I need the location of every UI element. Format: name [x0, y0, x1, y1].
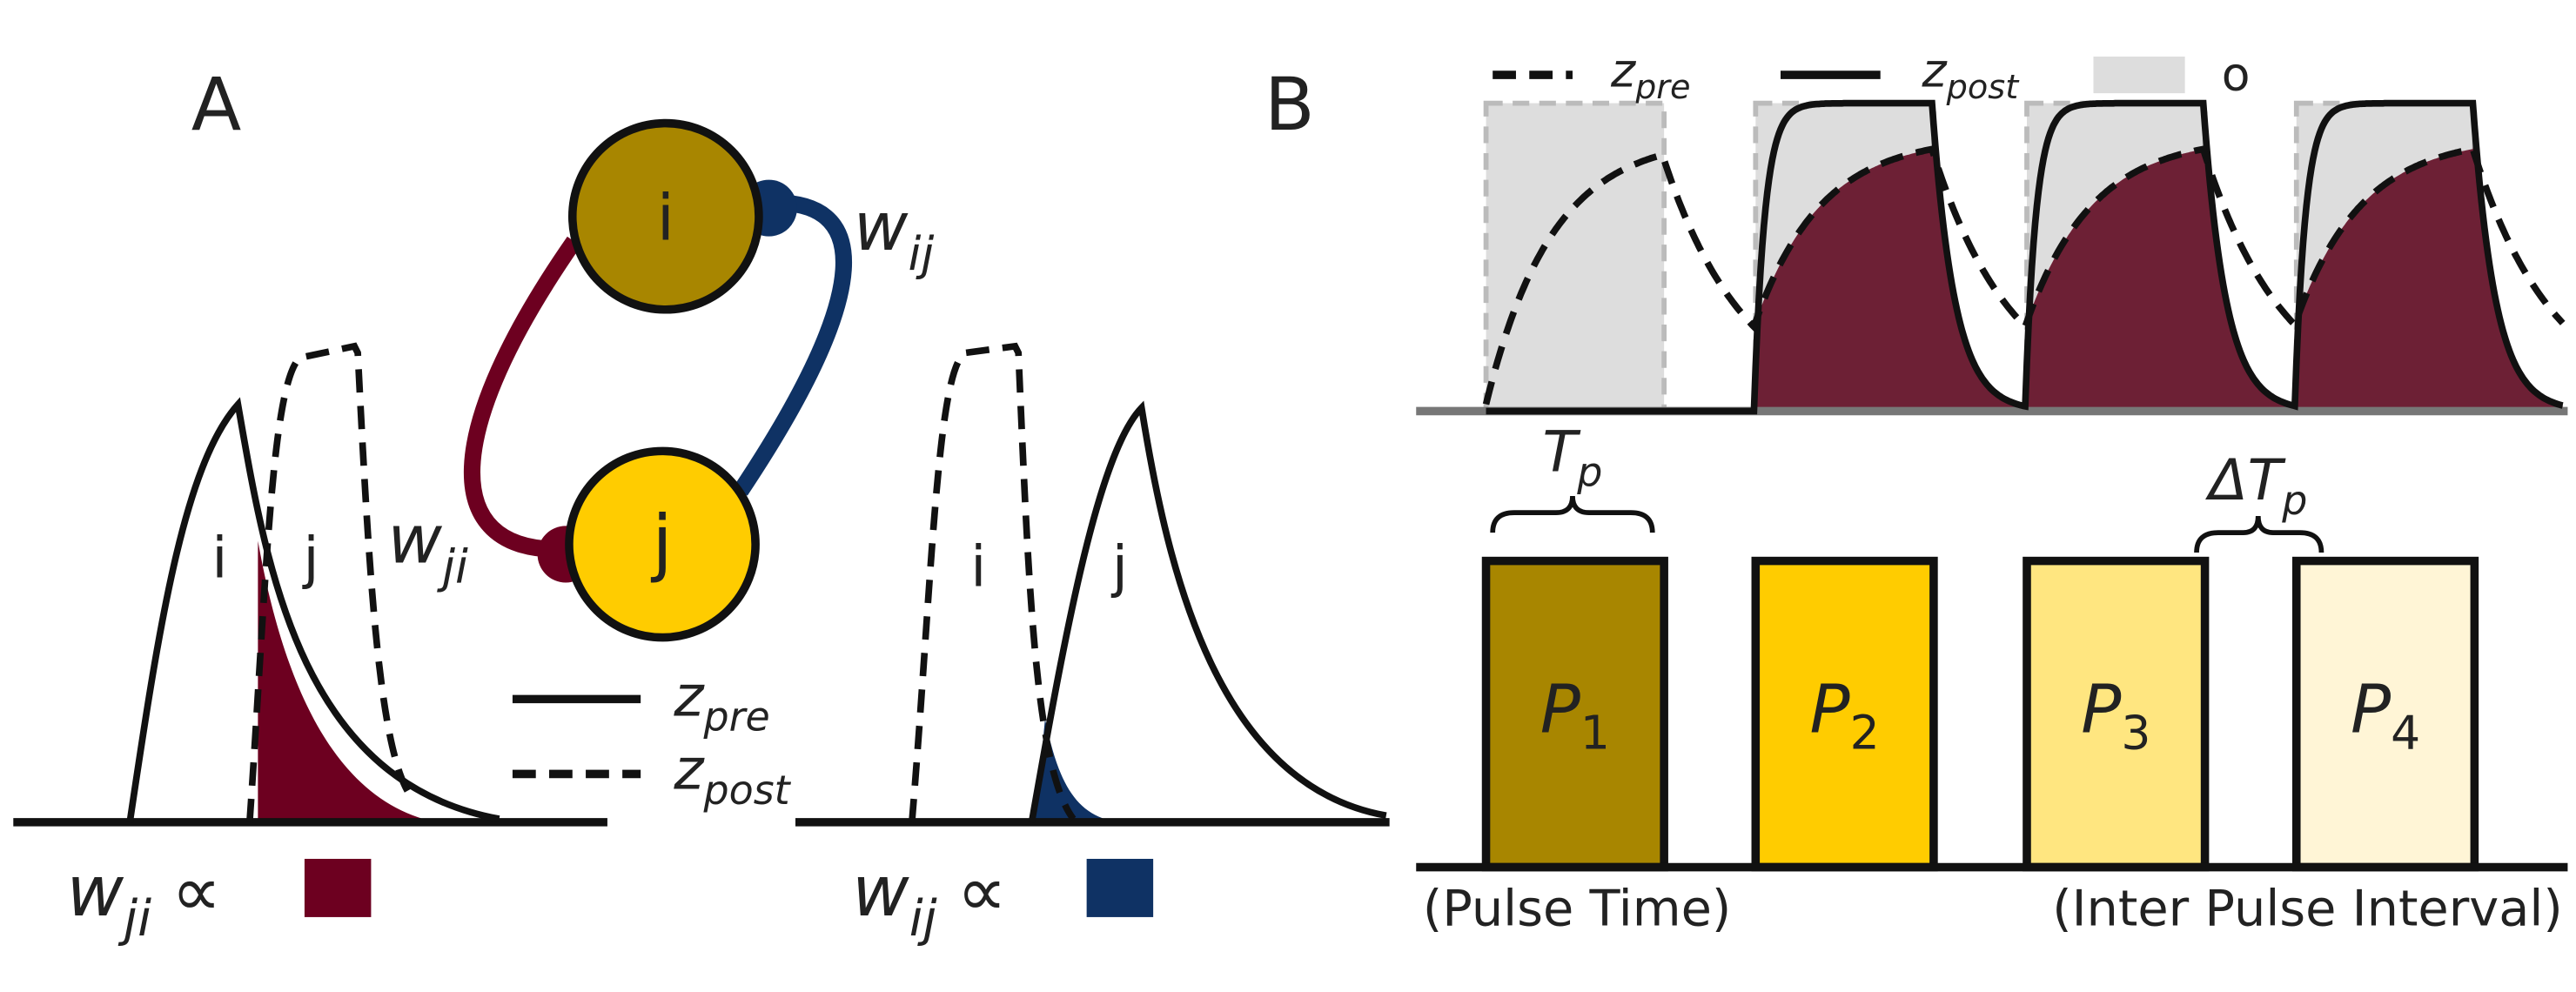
caption: (Inter Pulse Interval): [2052, 879, 2562, 937]
interval-label: ΔTp: [2204, 448, 2307, 524]
legend-text: zpost: [1922, 43, 2021, 106]
trace-post: [1486, 99, 2564, 415]
pulse-label: P1: [1540, 672, 1610, 761]
legend-text: zpre: [1610, 43, 1691, 106]
overlap-area: [1035, 719, 1118, 822]
trace-label: i: [970, 534, 986, 600]
pulse-index: 3: [2121, 706, 2150, 761]
trace-pre: [126, 397, 500, 823]
weight-swatch: [1086, 858, 1154, 917]
pulse: [2023, 556, 2210, 872]
trace-post: [246, 342, 416, 823]
trace-label: i: [211, 526, 227, 592]
pulse-shade: [1483, 100, 1667, 414]
pulse-symbol: P: [2351, 672, 2391, 749]
node-j: [565, 446, 760, 642]
trace-pre: [1482, 144, 2566, 406]
weight-proportion: wij ∝: [852, 850, 1007, 948]
trace-post: [1028, 400, 1387, 823]
pulse-index: 4: [2391, 706, 2420, 761]
weight-label: wji: [388, 501, 468, 593]
weight-proportion: wji ∝: [66, 850, 221, 948]
pulse-trace-plot: [1416, 99, 2568, 416]
pulse-label: P3: [2081, 672, 2150, 761]
trace-pre: [909, 342, 1077, 823]
legend-text: zpre: [673, 664, 769, 740]
panel-label: A: [191, 62, 242, 147]
pulse-symbol: P: [2081, 672, 2121, 749]
pulse-label: P4: [2351, 672, 2420, 761]
trace-label: j: [1110, 534, 1128, 600]
legend-swatch: [2093, 57, 2185, 94]
trace-label: j: [302, 526, 319, 592]
weight-label: wij: [854, 189, 934, 281]
pulse: [1751, 556, 1938, 872]
pulse: [2291, 556, 2479, 872]
panel-label: B: [1265, 62, 1315, 147]
weight-swatch: [304, 858, 372, 917]
caption: (Pulse Time): [1423, 879, 1731, 937]
pulse-group: P1 P2 P3 P4: [1481, 556, 2479, 872]
node-label: i: [657, 182, 674, 255]
pulse: [1481, 556, 1668, 872]
interval-label: Tp: [1543, 419, 1603, 495]
connection-ij: [733, 194, 853, 496]
node-label: j: [650, 499, 672, 585]
pulse-index: 2: [1850, 706, 1880, 761]
connection-ji: [464, 236, 581, 558]
node-i: [567, 118, 763, 314]
pulse-index: 1: [1580, 706, 1610, 761]
pulse-label: P2: [1810, 672, 1880, 761]
brace: [2194, 515, 2324, 553]
legend-text: o: [2222, 46, 2251, 101]
pulse-symbol: P: [1540, 672, 1580, 749]
pulse-symbol: P: [1810, 672, 1850, 749]
brace: [1490, 495, 1655, 533]
overlap-area: [258, 540, 436, 822]
legend-text: zpost: [673, 738, 791, 814]
